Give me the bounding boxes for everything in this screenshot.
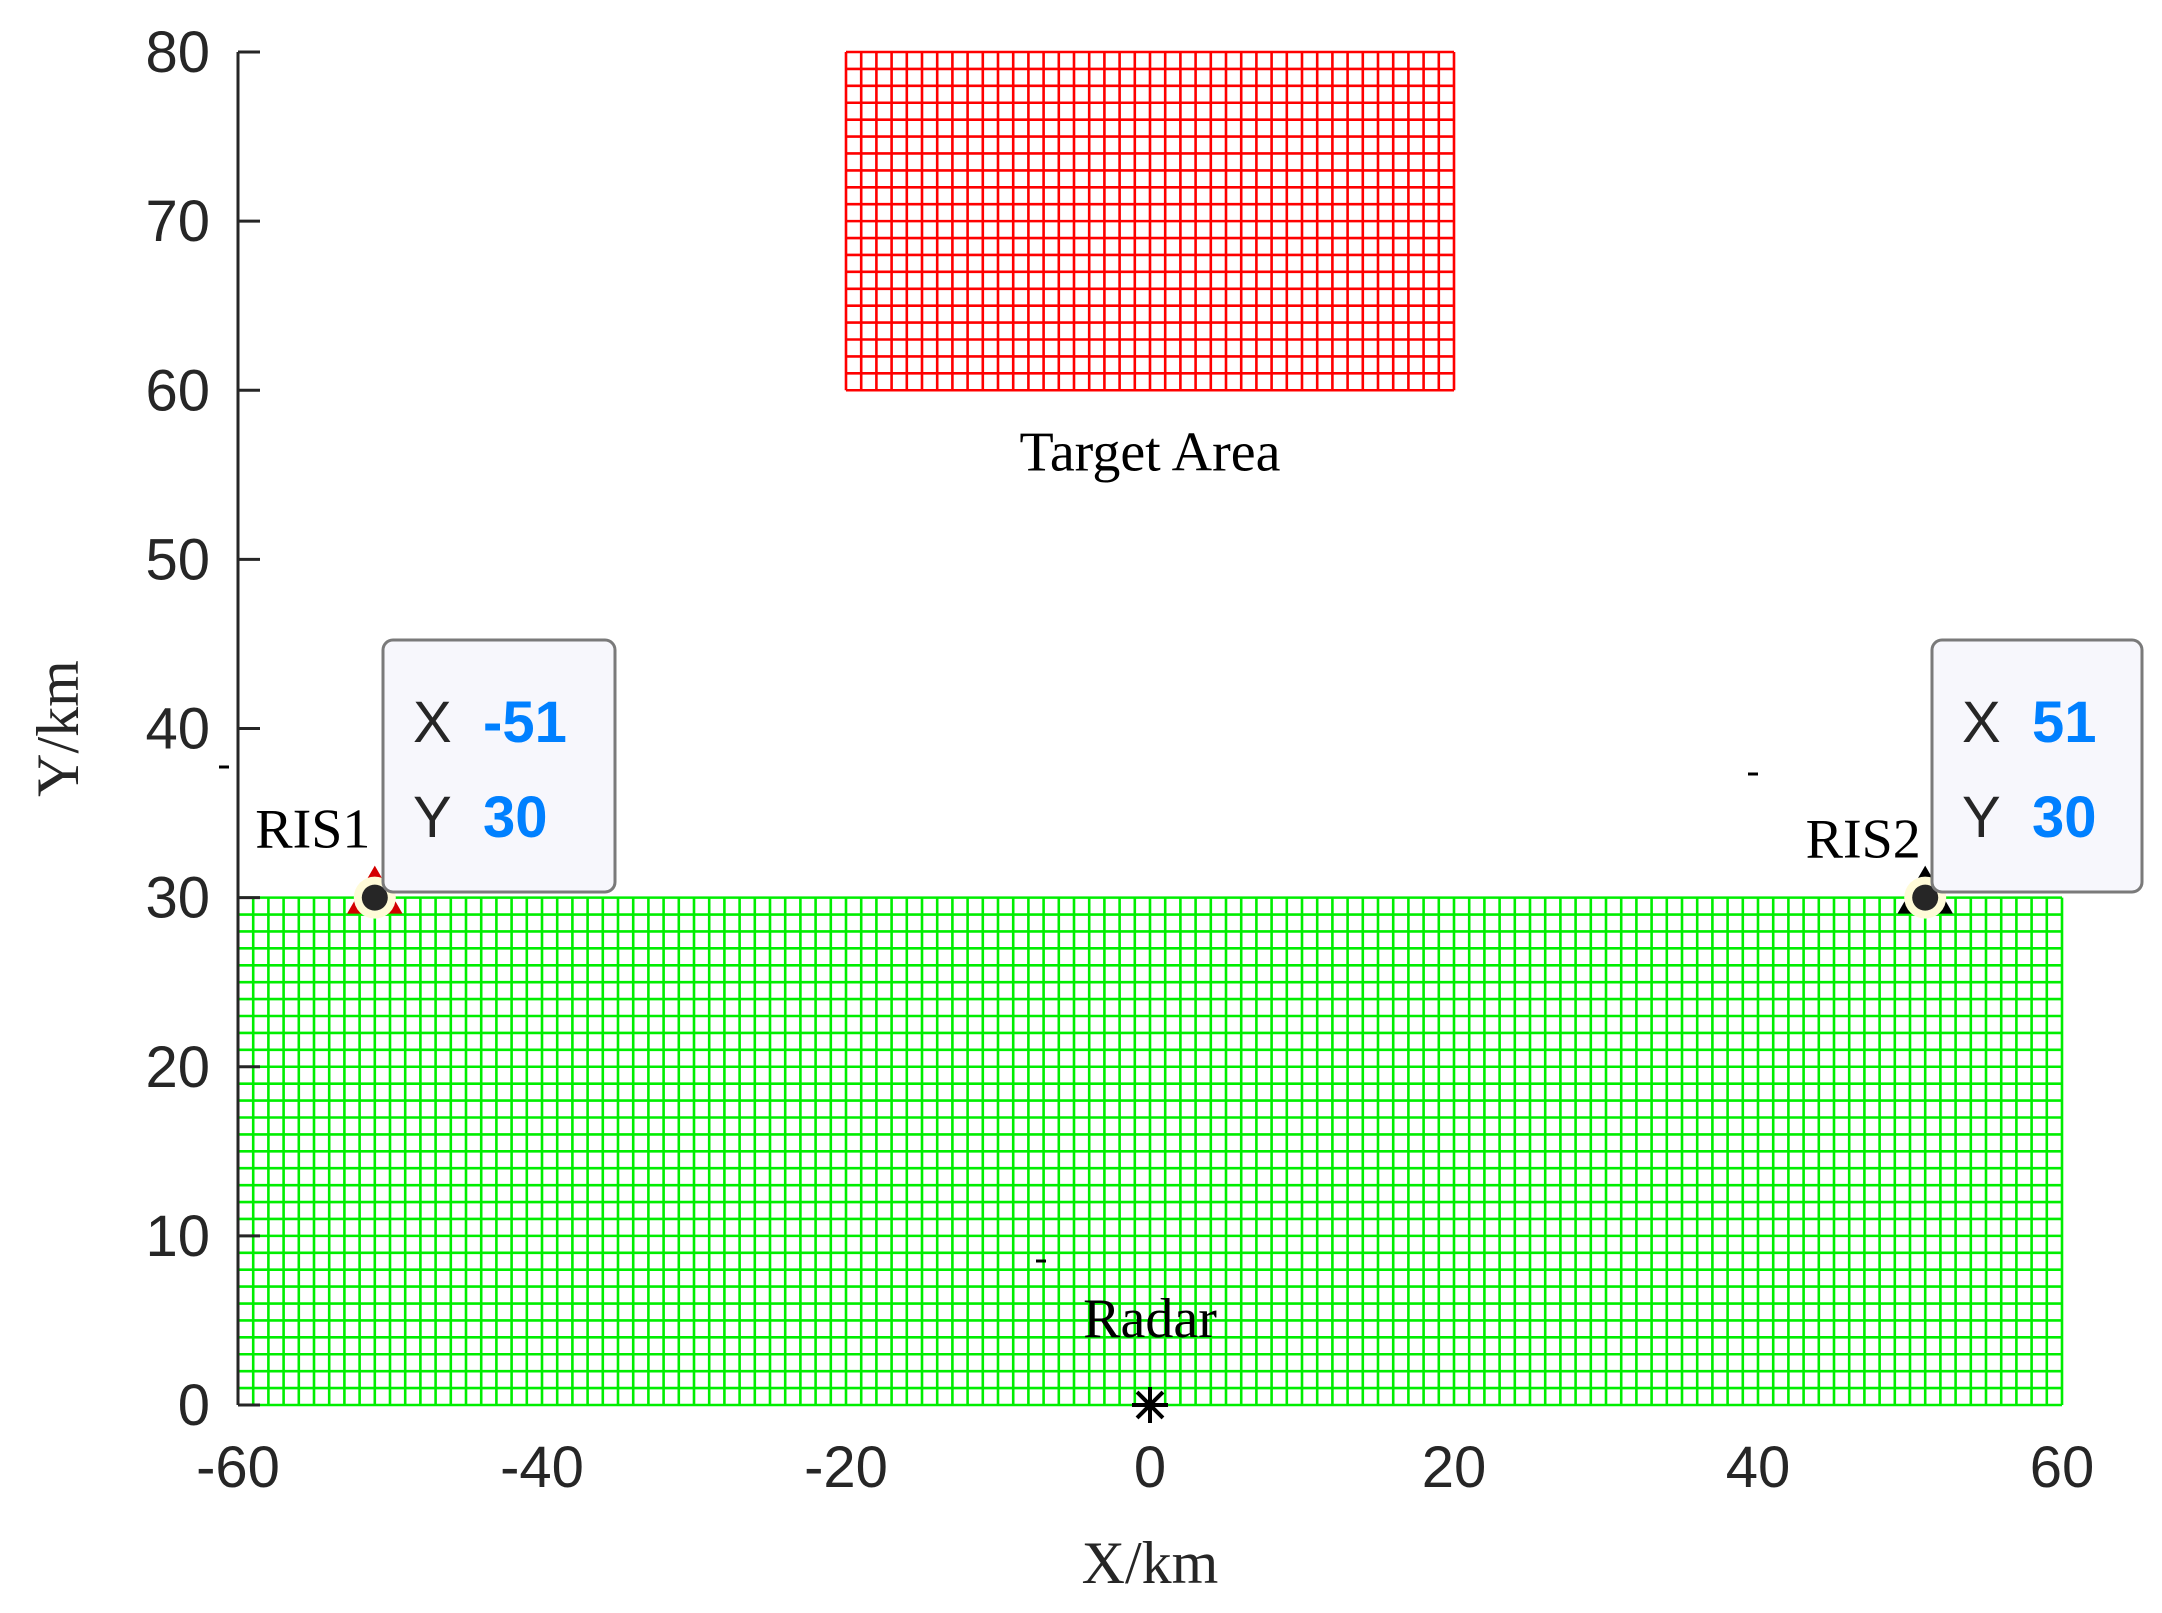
x-ticks: -60 -40 -20 0 20 40 60 [196,1435,2094,1500]
datatip-value: -51 [483,690,567,755]
points [347,865,1953,1423]
datatip-box [1930,638,2144,894]
x-tick-label: -40 [500,1435,584,1500]
x-tick-label: 0 [1134,1435,1166,1500]
datatip-key: X [413,690,452,755]
x-tick-label: 20 [1422,1435,1487,1500]
y-tick-label: 50 [145,527,210,592]
point-radar [1132,1387,1168,1423]
datatip-box [381,638,617,894]
datatip-value: 30 [483,785,548,850]
y-tick-label: 60 [145,358,210,423]
datatip-value: 30 [2032,785,2097,850]
y-tick-label: 70 [145,189,210,254]
datatip-key: Y [413,785,452,850]
datatip-key: X [1962,690,2001,755]
datatip-2[interactable]: X 51 Y 30 [1930,638,2144,894]
radar-label: Radar [1083,1288,1217,1350]
point-marker [1132,1387,1168,1423]
datatips: X -51 Y 30 X 51 Y 30 [219,638,2144,1263]
y-ticks: 0 10 20 30 40 50 60 70 80 [145,20,260,1438]
x-tick-label: 40 [1726,1435,1791,1500]
y-tick-label: 40 [145,697,210,762]
target-area-label: Target Area [1020,421,1281,483]
y-tick-label: 0 [178,1373,210,1438]
x-tick-label: -20 [804,1435,888,1500]
datatip-key: Y [1962,785,2001,850]
datatip-dot [361,884,388,911]
region-0 [844,50,1456,392]
datatip-value: 51 [2032,690,2097,755]
region-mesh-0 [844,50,1456,392]
y-tick-label: 10 [145,1204,210,1269]
y-tick-label: 80 [145,20,210,85]
x-tick-label: 60 [2030,1435,2095,1500]
x-tick-label: -60 [196,1435,280,1500]
ris1-label: RIS1 [255,799,370,861]
y-axis-title: Y/km [25,660,91,797]
ris2-label: RIS2 [1806,809,1921,871]
datatip-1[interactable]: X -51 Y 30 [381,638,617,894]
datatip-dot [1912,884,1939,911]
y-tick-label: 20 [145,1035,210,1100]
y-tick-label: 30 [145,866,210,931]
x-axis-title: X/km [1082,1530,1219,1596]
